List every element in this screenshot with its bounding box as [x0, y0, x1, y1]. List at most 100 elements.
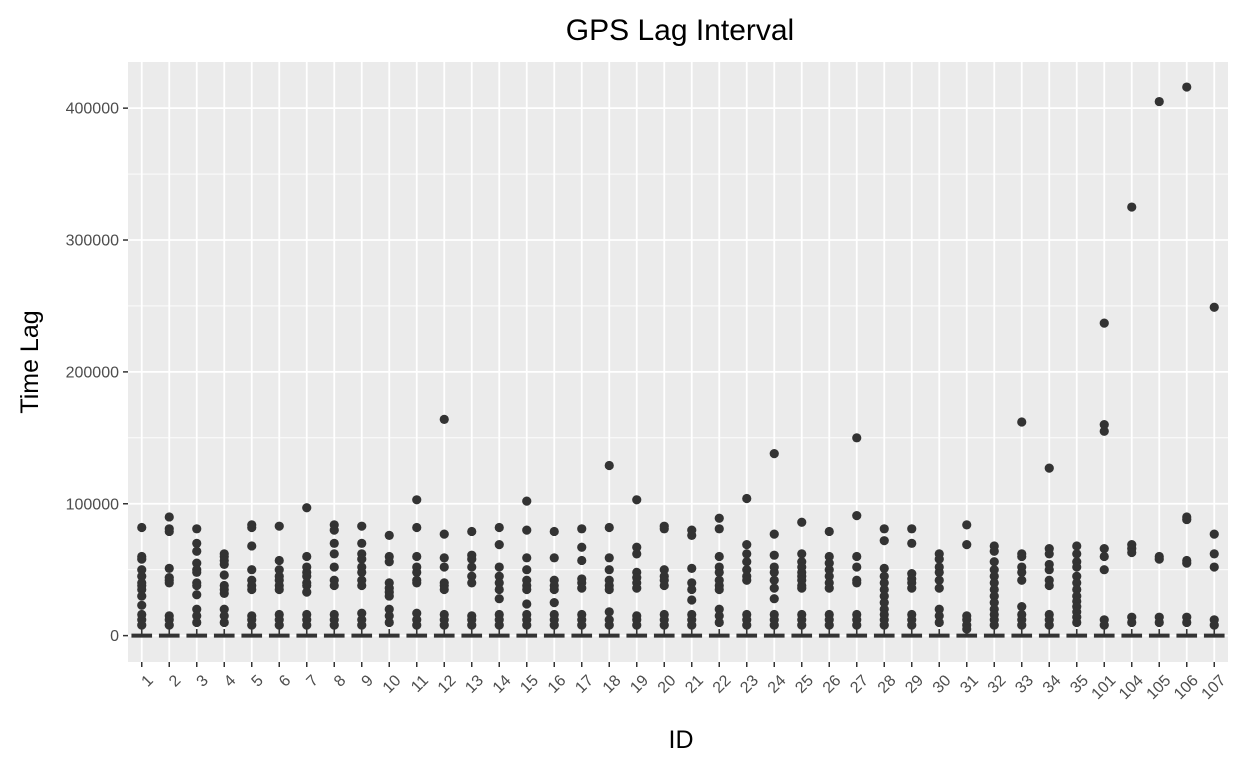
outlier-point — [989, 557, 999, 567]
outlier-point — [797, 517, 807, 527]
outlier-point — [989, 598, 999, 608]
outlier-point — [1072, 549, 1082, 559]
outlier-point — [247, 620, 257, 630]
outlier-point — [384, 591, 394, 601]
x-tick-label: 10 — [380, 672, 405, 697]
x-tick-label: 106 — [1171, 672, 1202, 703]
x-tick-label: 8 — [331, 672, 349, 690]
x-tick-label: 9 — [359, 672, 377, 690]
x-tick-label: 28 — [875, 672, 900, 697]
outlier-point — [329, 538, 339, 548]
y-tick-label: 300000 — [66, 233, 119, 250]
outlier-point — [1099, 551, 1109, 562]
outlier-point — [494, 578, 504, 588]
outlier-point — [219, 588, 229, 599]
outlier-point — [192, 590, 202, 600]
outlier-point — [1209, 302, 1219, 312]
outlier-point — [192, 524, 202, 534]
outlier-point — [1209, 529, 1219, 539]
outlier-point — [412, 551, 422, 562]
outlier-point — [192, 546, 202, 556]
outlier-point — [1017, 567, 1027, 577]
outlier-point — [522, 553, 532, 563]
x-tick-label: 19 — [627, 672, 652, 697]
outlier-point — [522, 496, 532, 506]
outlier-point — [824, 583, 834, 593]
x-tick-label: 20 — [655, 672, 680, 697]
outlier-point — [769, 449, 779, 459]
outlier-point — [797, 583, 807, 593]
outlier-point — [549, 620, 559, 630]
outlier-point — [467, 571, 477, 581]
outlier-point — [1099, 620, 1109, 630]
outlier-point — [742, 549, 752, 559]
y-tick-label: 400000 — [66, 101, 119, 118]
outlier-point — [1099, 420, 1109, 430]
x-tick-label: 16 — [545, 672, 570, 697]
outlier-point — [247, 541, 257, 551]
outlier-point — [632, 495, 642, 505]
outlier-point — [357, 521, 367, 531]
outlier-point — [742, 575, 752, 585]
outlier-point — [714, 617, 724, 628]
outlier-point — [247, 565, 257, 575]
outlier-point — [714, 524, 724, 534]
outlier-point — [989, 571, 999, 581]
outlier-point — [742, 620, 752, 630]
outlier-point — [687, 595, 697, 605]
outlier-point — [1182, 558, 1192, 568]
outlier-point — [164, 563, 174, 573]
outlier-point — [1099, 318, 1109, 328]
outlier-point — [1044, 580, 1054, 591]
x-tick-label: 35 — [1067, 672, 1092, 697]
x-tick-label: 101 — [1089, 672, 1120, 703]
outlier-point — [1127, 547, 1137, 558]
outlier-point — [357, 620, 367, 630]
outlier-point — [879, 524, 889, 534]
outlier-point — [1127, 202, 1137, 212]
x-tick-label: 13 — [462, 672, 487, 697]
x-tick-label: 2 — [166, 672, 184, 690]
outlier-point — [604, 607, 614, 617]
outlier-point — [302, 587, 312, 597]
outlier-point — [632, 542, 642, 552]
x-tick-label: 22 — [710, 672, 735, 697]
outlier-point — [1154, 554, 1164, 564]
outlier-point — [164, 512, 174, 522]
outlier-point — [549, 584, 559, 595]
outlier-point — [1072, 562, 1082, 572]
outlier-point — [604, 565, 614, 575]
x-tick-label: 107 — [1199, 672, 1230, 703]
outlier-point — [494, 562, 504, 572]
outlier-point — [687, 563, 697, 573]
outlier-point — [1072, 584, 1082, 595]
x-tick-label: 23 — [737, 672, 762, 697]
x-tick-label: 29 — [902, 672, 927, 697]
outlier-point — [1044, 620, 1054, 630]
outlier-point — [467, 578, 477, 588]
outlier-point — [852, 562, 862, 572]
outlier-point — [192, 580, 202, 591]
outlier-point — [219, 617, 229, 628]
outlier-point — [989, 565, 999, 575]
outlier-point — [604, 553, 614, 563]
outlier-point — [274, 521, 284, 531]
outlier-point — [412, 608, 422, 618]
outlier-point — [659, 565, 669, 575]
outlier-point — [824, 558, 834, 568]
outlier-point — [219, 559, 229, 570]
outlier-point — [164, 526, 174, 537]
outlier-point — [604, 584, 614, 595]
outlier-point — [192, 611, 202, 621]
x-tick-label: 5 — [249, 672, 267, 690]
x-tick-label: 105 — [1144, 672, 1175, 703]
x-tick-label: 27 — [847, 672, 872, 697]
x-tick-label: 26 — [820, 672, 845, 697]
outlier-point — [989, 591, 999, 601]
outlier-point — [1127, 617, 1137, 628]
outlier-point — [879, 591, 889, 601]
outlier-point — [577, 542, 587, 552]
outlier-point — [989, 584, 999, 595]
outlier-point — [549, 553, 559, 563]
outlier-point — [632, 620, 642, 630]
